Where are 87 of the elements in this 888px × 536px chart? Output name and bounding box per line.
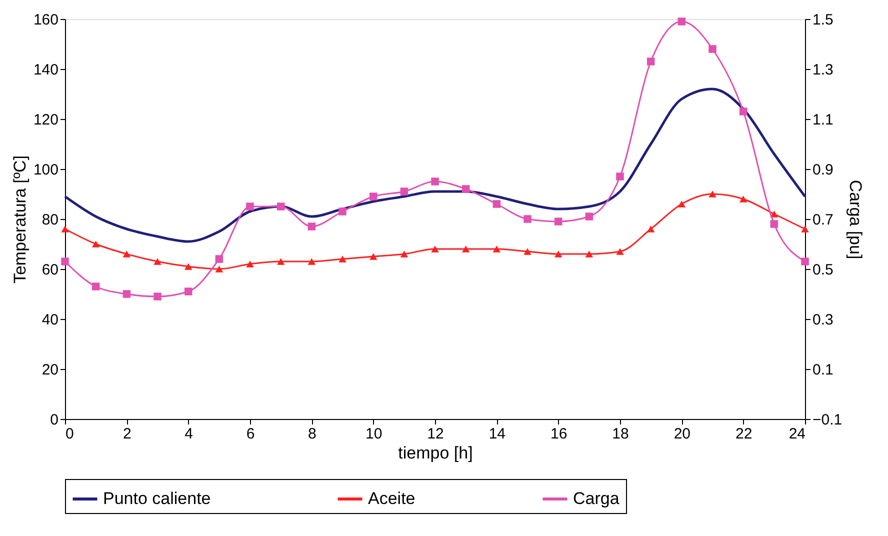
- point: [462, 185, 470, 193]
- point: [400, 188, 408, 196]
- y-tick-label: 160: [33, 12, 58, 28]
- point: [122, 250, 131, 258]
- point: [554, 218, 562, 226]
- y2-tick-label: 0.5: [812, 262, 834, 278]
- point: [61, 226, 69, 232]
- point: [492, 246, 501, 252]
- y2-tick-label: 1.5: [812, 12, 834, 28]
- point: [276, 258, 285, 265]
- point: [369, 192, 378, 200]
- x-tick-label: 2: [122, 426, 132, 442]
- y-axis-title: Temperatura [ºC]: [10, 155, 30, 284]
- x-tick-label: 6: [246, 426, 255, 442]
- point: [708, 45, 716, 53]
- point: [308, 258, 316, 265]
- legend-label: Aceite: [368, 489, 416, 508]
- y-tick-label: 20: [42, 362, 58, 378]
- y2-tick-label: 0.3: [812, 312, 834, 328]
- point: [308, 222, 316, 230]
- point: [801, 226, 809, 232]
- point: [184, 263, 192, 270]
- y-tick-label: 0: [50, 412, 58, 428]
- x-tick-label: 8: [308, 426, 316, 442]
- point: [431, 246, 439, 252]
- point: [462, 246, 470, 252]
- point: [492, 200, 501, 208]
- y-tick-label: 80: [42, 212, 58, 228]
- x-tick-label: 10: [365, 426, 382, 442]
- y-tick-label: 140: [33, 62, 58, 78]
- point: [678, 200, 686, 208]
- point: [246, 260, 254, 268]
- x-tick-label: 16: [550, 426, 568, 442]
- point: [524, 248, 532, 255]
- point: [122, 290, 131, 298]
- y2-tick-label: 0.1: [812, 362, 834, 378]
- point: [708, 190, 716, 198]
- x-tick-label: 14: [488, 426, 506, 442]
- x-tick-label: 22: [735, 426, 752, 442]
- point: [554, 250, 562, 258]
- point: [92, 282, 100, 290]
- point: [616, 248, 624, 255]
- x-tick-label: 0: [66, 426, 74, 442]
- x-tick-label: 20: [674, 426, 691, 442]
- point: [246, 202, 254, 210]
- y2-tick-label: 1.1: [812, 112, 834, 128]
- x-tick-label: 24: [788, 426, 806, 442]
- y-tick-label: 100: [33, 162, 58, 178]
- y2-tick-label: −0.1: [812, 412, 842, 428]
- x-tick-label: 12: [427, 426, 444, 442]
- point: [400, 250, 408, 258]
- point: [61, 258, 69, 266]
- point: [369, 253, 378, 260]
- point: [524, 215, 532, 223]
- y2-axis-title: Carga [pu]: [846, 180, 866, 260]
- x-tick-label: 4: [184, 426, 194, 442]
- point: [276, 202, 285, 210]
- point: [215, 255, 224, 263]
- y2-tick-label: 0.7: [812, 212, 834, 228]
- point: [338, 208, 346, 216]
- point: [801, 258, 809, 266]
- point: [184, 288, 192, 296]
- point: [770, 220, 778, 228]
- y-tick-label: 40: [42, 312, 58, 328]
- line-series: [64, 88, 806, 243]
- y-tick-label: 60: [42, 262, 58, 278]
- y-tick-label: 120: [33, 112, 58, 128]
- point: [338, 256, 346, 262]
- point: [431, 178, 439, 186]
- point: [154, 292, 162, 300]
- point: [739, 196, 748, 202]
- point: [585, 250, 594, 258]
- legend-label: Carga: [573, 489, 620, 508]
- point: [616, 172, 624, 180]
- point: [646, 58, 655, 66]
- point: [739, 108, 748, 116]
- x-tick-label: 18: [612, 426, 629, 442]
- point: [154, 258, 162, 265]
- y2-tick-label: 0.9: [812, 162, 834, 178]
- point: [678, 18, 686, 26]
- legend-label: Punto caliente: [103, 489, 211, 508]
- x-axis-title: tiempo [h]: [398, 444, 473, 462]
- point: [646, 226, 655, 232]
- point: [92, 240, 100, 248]
- point: [585, 212, 594, 220]
- y2-tick-label: 1.3: [812, 62, 834, 78]
- point: [215, 266, 224, 272]
